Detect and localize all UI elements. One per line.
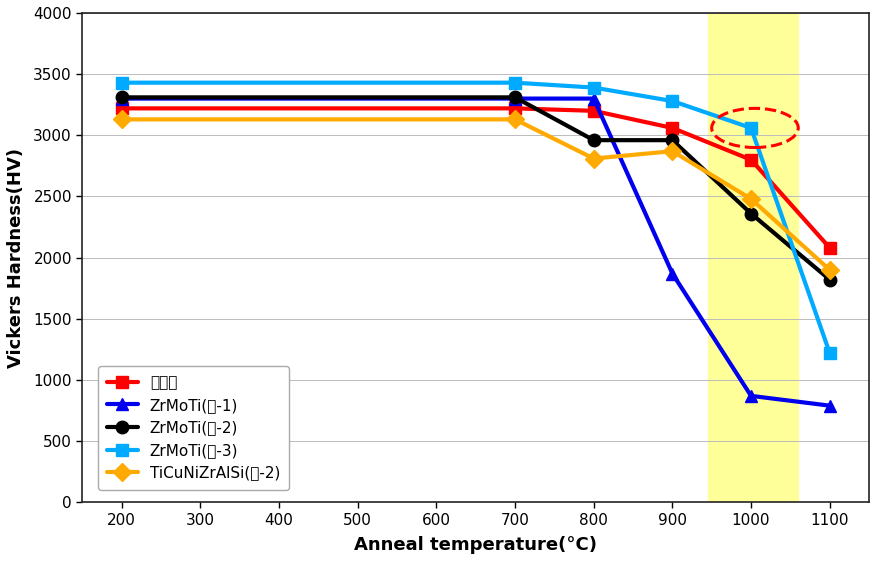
ZrMoTi(다-2) [117,94,127,101]
Line: ZrMoTi(다-2): ZrMoTi(다-2) [116,91,836,286]
ZrMoTi(다-3) [510,79,520,86]
경쟁사 [745,157,756,163]
TiCuNiZrAlSi(라-2) [745,196,756,203]
TiCuNiZrAlSi(라-2) [589,155,599,162]
ZrMoTi(다-1) [117,95,127,102]
Line: 경쟁사: 경쟁사 [116,102,836,254]
ZrMoTi(다-3) [668,98,678,104]
ZrMoTi(다-3) [824,350,835,356]
ZrMoTi(다-1) [745,393,756,399]
경쟁사 [510,105,520,112]
ZrMoTi(다-2) [589,137,599,144]
경쟁사 [824,245,835,251]
ZrMoTi(다-1) [668,270,678,277]
Line: ZrMoTi(다-3): ZrMoTi(다-3) [116,76,836,359]
ZrMoTi(다-1) [824,402,835,409]
ZrMoTi(다-3) [117,79,127,86]
TiCuNiZrAlSi(라-2) [117,116,127,123]
경쟁사 [589,108,599,114]
Line: ZrMoTi(다-1): ZrMoTi(다-1) [116,93,836,412]
TiCuNiZrAlSi(라-2) [510,116,520,123]
경쟁사 [117,105,127,112]
경쟁사 [668,125,678,131]
Line: TiCuNiZrAlSi(라-2): TiCuNiZrAlSi(라-2) [116,113,836,276]
Y-axis label: Vickers Hardness(HV): Vickers Hardness(HV) [7,148,25,367]
ZrMoTi(다-2) [668,137,678,144]
ZrMoTi(다-2) [745,210,756,217]
ZrMoTi(다-2) [510,94,520,101]
ZrMoTi(다-1) [510,95,520,102]
ZrMoTi(다-1) [589,95,599,102]
Bar [708,13,798,502]
TiCuNiZrAlSi(라-2) [824,266,835,273]
ZrMoTi(다-2) [824,276,835,283]
Legend: 경쟁사, ZrMoTi(다-1), ZrMoTi(다-2), ZrMoTi(다-3), TiCuNiZrAlSi(라-2): 경쟁사, ZrMoTi(다-1), ZrMoTi(다-2), ZrMoTi(다-… [98,366,289,490]
X-axis label: Anneal temperature(°C): Anneal temperature(°C) [354,536,597,554]
TiCuNiZrAlSi(라-2) [668,148,678,154]
ZrMoTi(다-3) [745,125,756,131]
ZrMoTi(다-3) [589,84,599,91]
